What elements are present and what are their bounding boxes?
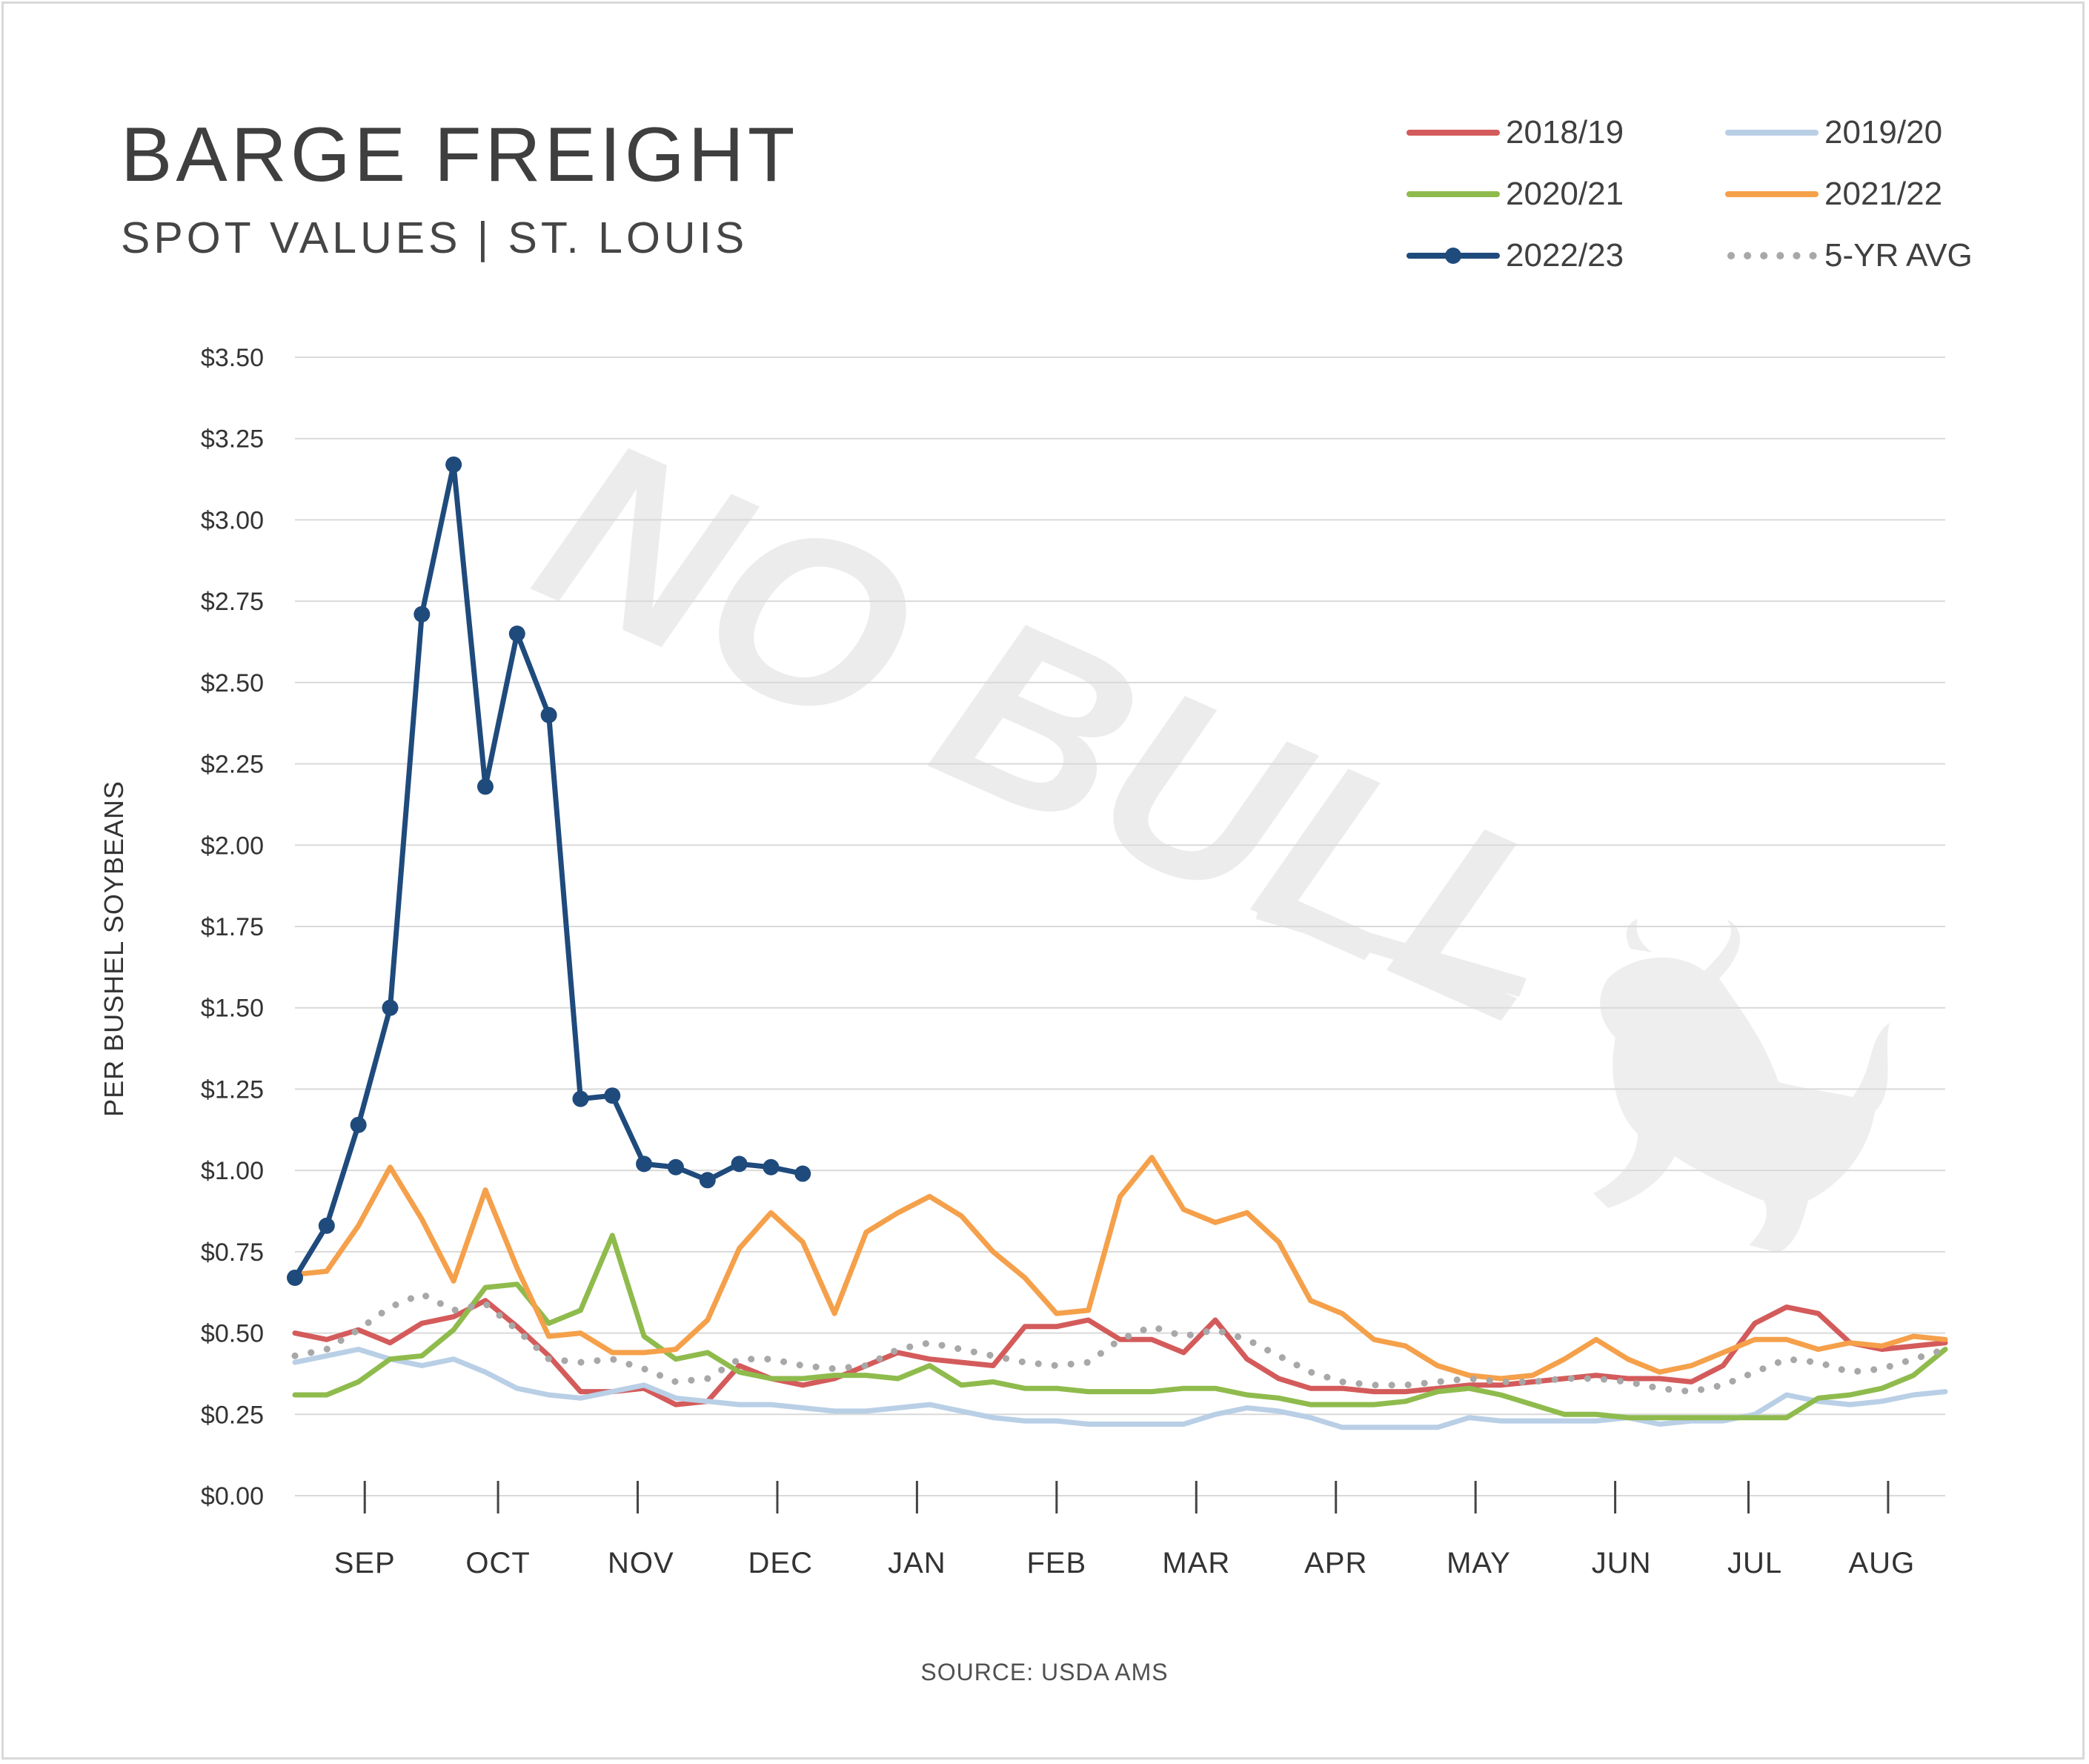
x-tick-label: JAN	[888, 1547, 946, 1579]
legend-label: 2022/23	[1506, 237, 1624, 273]
series-point-2022-23	[731, 1155, 748, 1173]
series-line-2020-21	[292, 1233, 1948, 1421]
y-axis-label: PER BUSHEL SOYBEANS	[99, 780, 129, 1117]
y-tick-label: $1.75	[201, 913, 264, 941]
x-tick-label: NOV	[608, 1547, 674, 1579]
legend-swatch	[1725, 130, 1819, 136]
series-point-2022-23	[699, 1172, 716, 1189]
series-line-2018-19	[292, 1298, 1948, 1407]
legend-swatch	[1406, 248, 1500, 264]
y-tick-label: $1.25	[201, 1075, 264, 1104]
x-tick-label: DEC	[748, 1547, 813, 1579]
chart-title: BARGE FREIGHT	[121, 112, 799, 198]
legend-item: 5-YR AVG	[1725, 233, 1973, 278]
series-point-2022-23	[604, 1087, 621, 1104]
y-tick-label: $3.25	[201, 425, 264, 454]
series-line-2021-22	[292, 1155, 1948, 1382]
y-tick-label: $3.50	[201, 344, 264, 372]
series-point-2022-23	[794, 1165, 811, 1182]
legend-item: 2018/19	[1406, 110, 1624, 155]
series-line-5-yr-avg	[291, 1290, 1949, 1396]
y-tick-label: $2.25	[201, 751, 264, 779]
source-note: SOURCE: USDA AMS	[920, 1659, 1169, 1685]
legend-label: 2020/21	[1506, 176, 1624, 212]
series-point-2022-23	[508, 626, 525, 643]
x-tick-label: JUN	[1592, 1547, 1652, 1579]
legend-swatch	[1406, 191, 1500, 197]
legend-label: 2018/19	[1506, 114, 1624, 150]
series-point-2022-23	[287, 1269, 303, 1286]
series-point-2022-23	[445, 456, 462, 473]
y-tick-label: $2.50	[201, 669, 264, 697]
x-tick-label: AUG	[1849, 1547, 1916, 1579]
series-line-2019-20	[292, 1347, 1948, 1430]
y-tick-label: $2.75	[201, 588, 264, 616]
y-tick-label: $0.00	[201, 1482, 264, 1511]
y-tick-label: $0.50	[201, 1320, 264, 1348]
x-tick-label: SEP	[334, 1547, 396, 1579]
x-tick-label: FEB	[1026, 1547, 1086, 1579]
legend-item: 2020/21	[1406, 172, 1624, 216]
legend-item: 2021/22	[1725, 172, 1942, 216]
legend-label: 2019/20	[1824, 114, 1943, 150]
series-point-2022-23	[476, 778, 494, 795]
x-axis: SEP OCT NOV DEC JAN FEB MAR APR MAY JUN JUL AUG	[334, 1481, 1916, 1579]
legend-swatch	[1727, 252, 1818, 259]
legend-item: 2022/23	[1406, 233, 1624, 278]
y-tick-label: $2.00	[201, 832, 264, 860]
x-tick-label: JUL	[1727, 1547, 1782, 1579]
legend-swatch	[1406, 130, 1500, 136]
x-tick-label: MAY	[1447, 1547, 1511, 1579]
bull-silhouette-icon	[1593, 919, 1890, 1253]
y-tick-label: $1.50	[201, 995, 264, 1023]
series-point-2022-23	[572, 1090, 589, 1107]
series-point-2022-23	[540, 706, 557, 723]
legend-label: 5-YR AVG	[1824, 237, 1973, 273]
series-point-2022-23	[636, 1155, 653, 1173]
series-point-2022-23	[382, 999, 399, 1016]
watermark: NO BULL	[505, 385, 1890, 1253]
series-point-2022-23	[350, 1116, 367, 1133]
y-tick-label: $3.00	[201, 506, 264, 534]
series-group	[287, 456, 1949, 1430]
series-point-2022-23	[318, 1217, 335, 1234]
series-point-2022-23	[763, 1158, 780, 1176]
y-tick-label: $0.25	[201, 1401, 264, 1429]
chart-subtitle: SPOT VALUES | ST. LOUIS	[121, 213, 748, 262]
series-point-2022-23	[414, 606, 431, 623]
watermark-stroke	[1256, 901, 1527, 997]
y-axis-ticks: $0.00 $0.25 $0.50 $0.75 $1.00 $1.25 $1.50 $1.75…	[201, 344, 264, 1511]
x-tick-label: MAR	[1162, 1547, 1230, 1579]
legend-item: 2019/20	[1725, 110, 1942, 155]
x-tick-label: APR	[1304, 1547, 1367, 1579]
y-tick-label: $1.00	[201, 1157, 264, 1185]
y-tick-label: $0.75	[201, 1239, 264, 1267]
legend-label: 2021/22	[1824, 176, 1943, 212]
x-tick-label: OCT	[465, 1547, 530, 1579]
series-point-2022-23	[667, 1158, 684, 1176]
legend-swatch	[1725, 191, 1819, 197]
grid-lines	[295, 357, 1945, 1496]
